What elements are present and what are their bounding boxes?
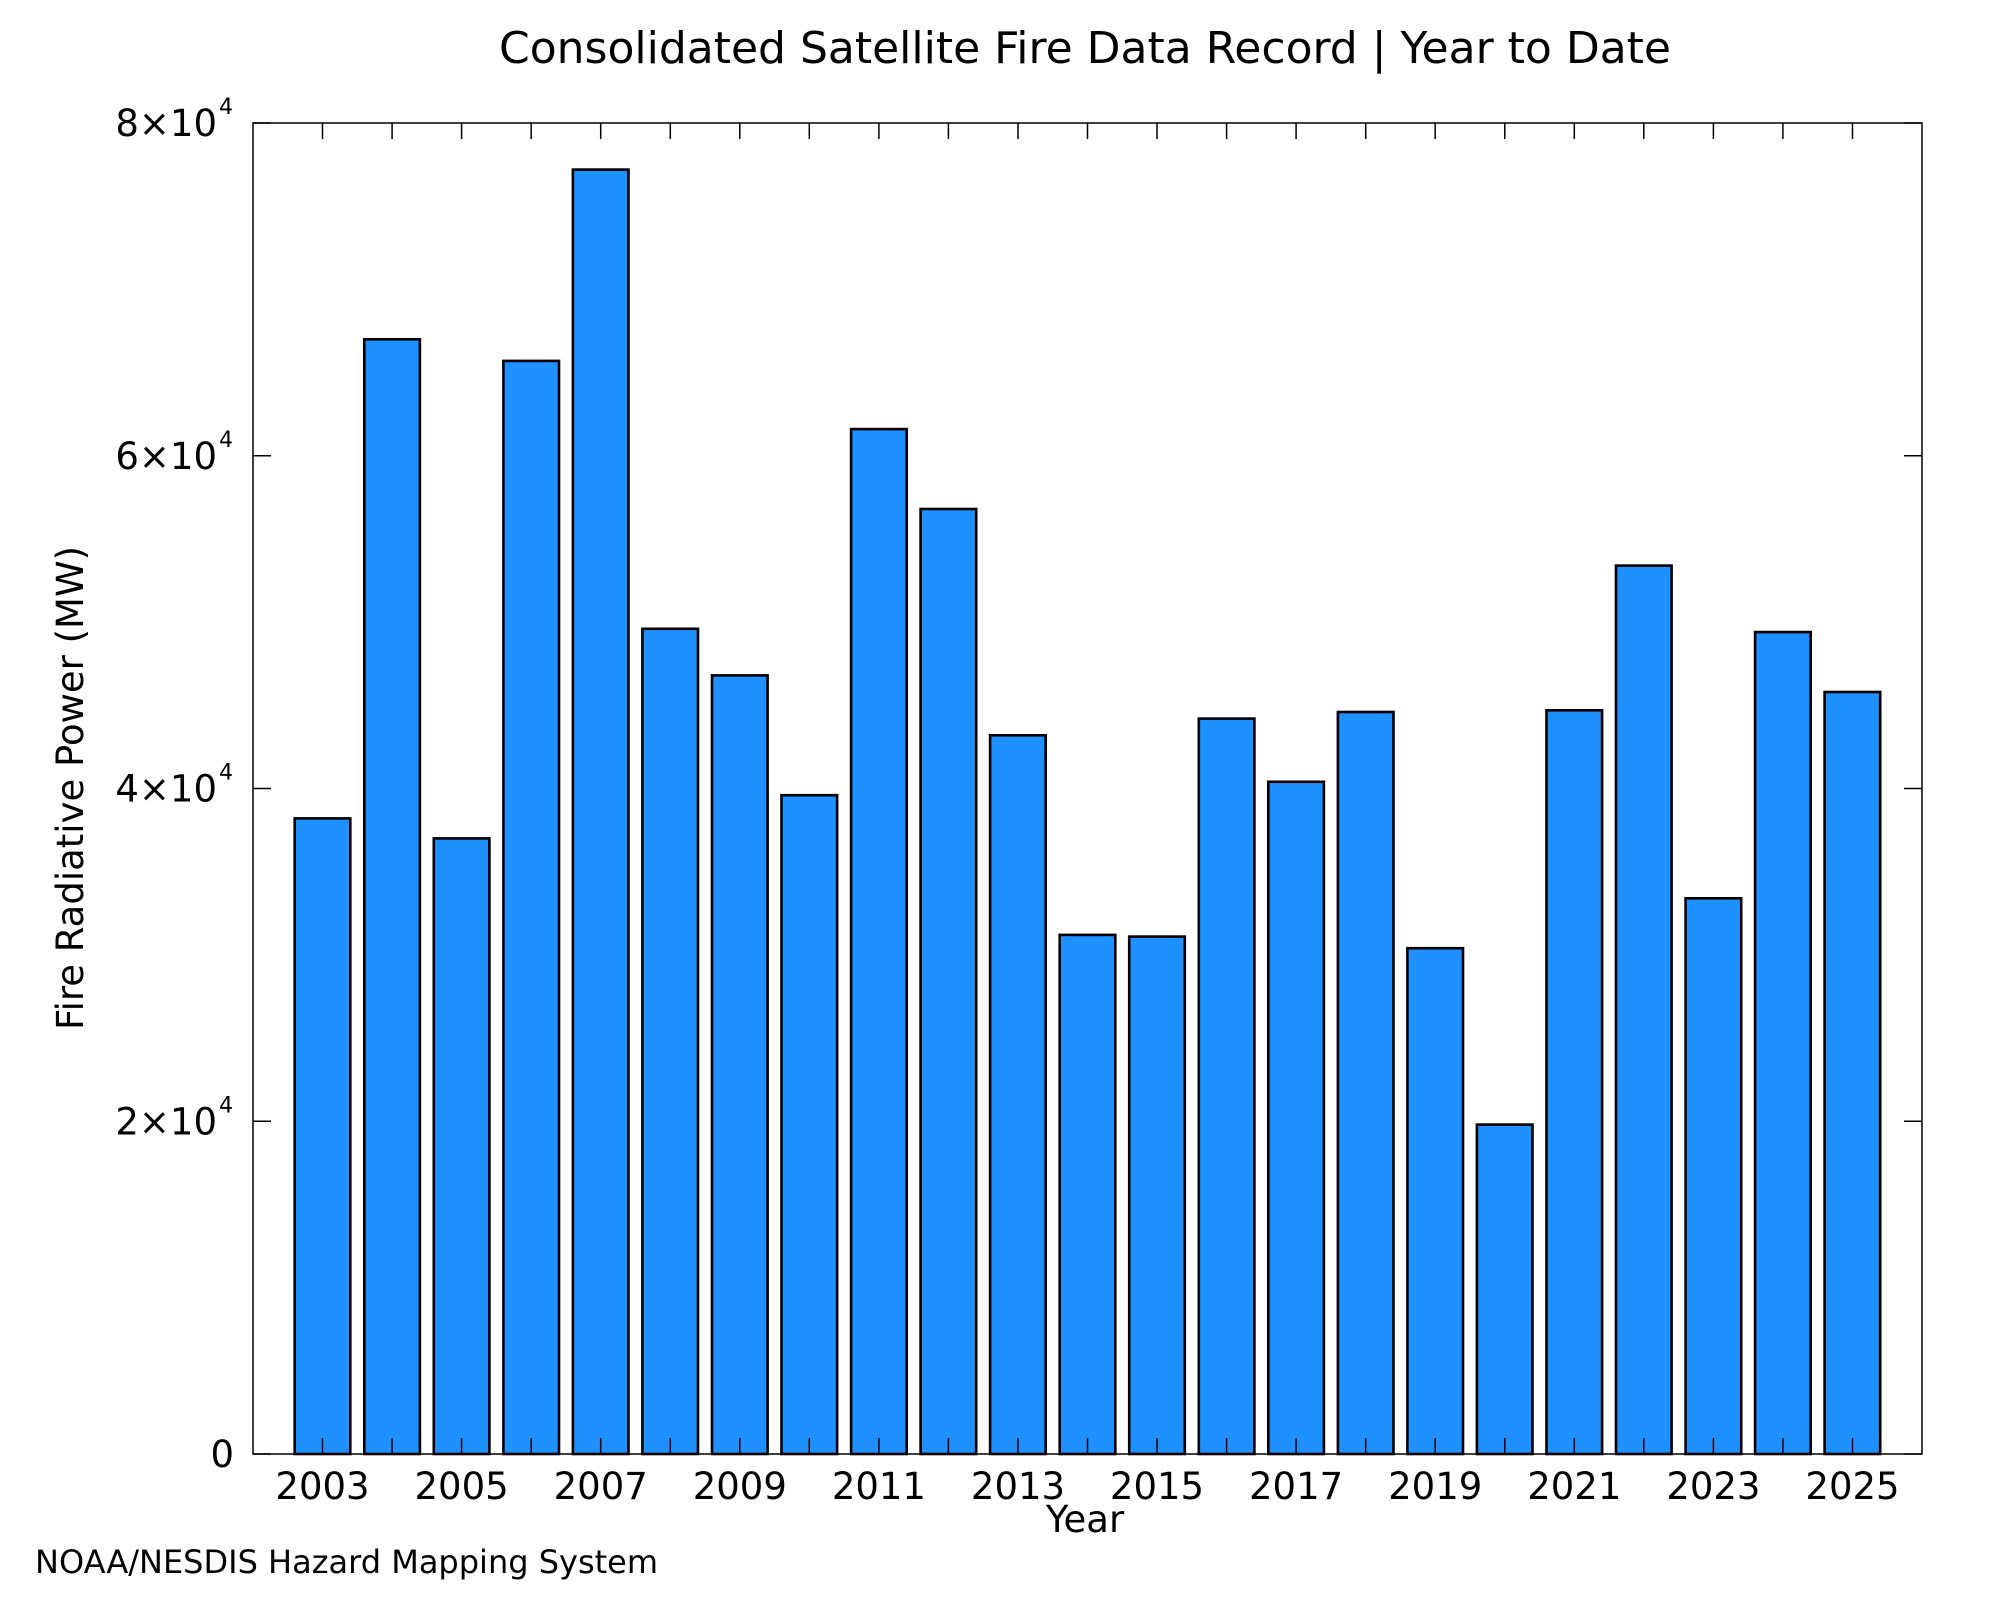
x-tick-label-2015: 2015	[1110, 1465, 1204, 1508]
bar-2016	[1197, 717, 1256, 1456]
x-tick-label-2025: 2025	[1805, 1465, 1899, 1508]
y-tick-exponent-20000: 4	[219, 1093, 233, 1118]
x-tick-label-2009: 2009	[693, 1465, 787, 1508]
y-tick-exponent-60000: 4	[219, 428, 233, 453]
bar-2013	[988, 733, 1047, 1456]
x-tick-label-2007: 2007	[554, 1465, 648, 1508]
bar-2023	[1684, 896, 1743, 1456]
bar-2009	[710, 674, 769, 1456]
bar-2003	[293, 817, 352, 1456]
x-tick-label-2011: 2011	[832, 1465, 926, 1508]
x-tick-label-2019: 2019	[1388, 1465, 1482, 1508]
y-tick-label-20000: 2×10	[115, 1100, 217, 1143]
bar-2010	[780, 793, 839, 1456]
bar-2019	[1406, 946, 1465, 1456]
x-tick-label-2023: 2023	[1666, 1465, 1760, 1508]
bar-2018	[1336, 710, 1395, 1456]
source-credit: NOAA/NESDIS Hazard Mapping System	[35, 1543, 658, 1581]
bar-2008	[641, 627, 700, 1456]
y-tick-label-40000: 4×10	[115, 768, 217, 811]
ticks-layer	[253, 122, 1922, 1455]
x-tick-labels: 2003 2005 2007 2009 2011 2013 2015 2017 2019 2021…	[275, 1465, 1899, 1508]
y-tick-label-0: 0	[210, 1433, 234, 1476]
x-axis-title: Year	[1045, 1498, 1125, 1541]
bar-2025	[1823, 690, 1882, 1456]
y-tick-label-60000: 6×10	[115, 435, 217, 478]
x-tick-label-2003: 2003	[275, 1465, 369, 1508]
x-tick-label-2021: 2021	[1527, 1465, 1621, 1508]
y-axis-title: Fire Radiative Power (MW)	[49, 546, 92, 1030]
y-tick-label-80000: 8×10	[115, 102, 217, 145]
bar-2006	[502, 359, 561, 1456]
bar-2011	[849, 427, 908, 1456]
bar-2005	[432, 837, 491, 1456]
y-tick-labels: 02×10 44×10 46×10 48×10 4	[115, 95, 234, 1476]
x-tick-label-2017: 2017	[1249, 1465, 1343, 1508]
bar-2020	[1475, 1123, 1534, 1456]
bar-2015	[1127, 935, 1187, 1456]
bar-2022	[1614, 564, 1673, 1456]
bars-layer	[293, 168, 1882, 1456]
bar-2007	[571, 168, 630, 1456]
bar-2017	[1267, 780, 1326, 1456]
bar-2024	[1753, 630, 1812, 1456]
bar-2021	[1545, 708, 1604, 1456]
x-tick-label-2005: 2005	[415, 1465, 509, 1508]
chart-title: Consolidated Satellite Fire Data Record …	[499, 23, 1671, 74]
y-tick-exponent-40000: 4	[219, 761, 233, 786]
bar-2014	[1058, 933, 1117, 1456]
x-tick-label-2013: 2013	[971, 1465, 1065, 1508]
y-tick-exponent-80000: 4	[219, 95, 233, 120]
bar-2004	[362, 337, 422, 1456]
bar-2012	[919, 507, 978, 1456]
